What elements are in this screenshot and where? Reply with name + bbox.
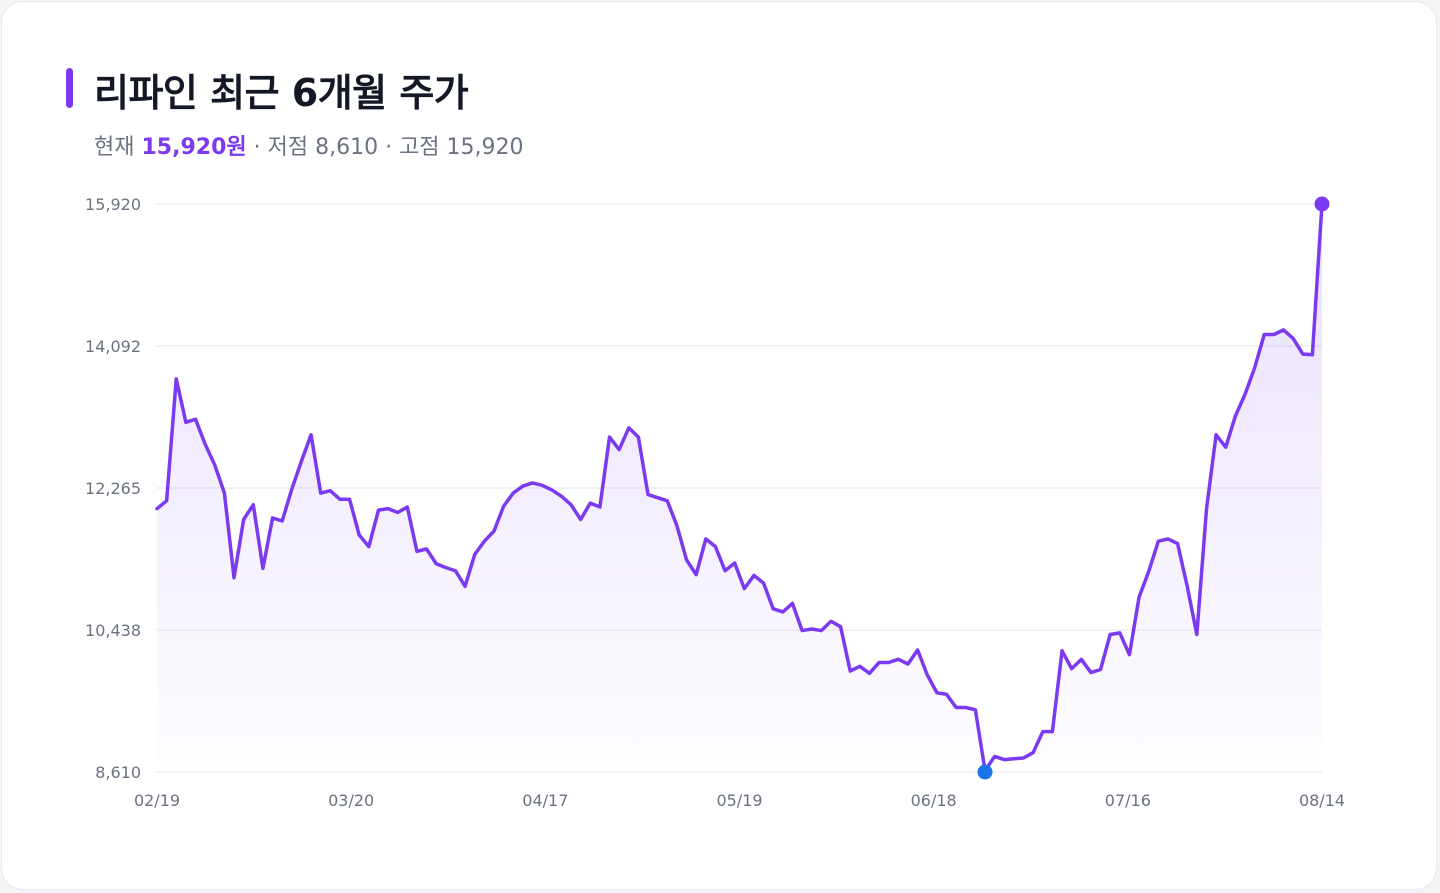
x-axis-labels: 02/19 03/20 04/17 05/19 06/18 07/16 08/14 [134, 791, 1345, 810]
x-tick-label: 08/14 [1299, 791, 1345, 810]
price-line [155, 202, 1324, 773]
y-axis-labels: 15,920 14,092 12,265 10,438 8,610 [85, 195, 141, 782]
x-tick-label: 07/16 [1105, 791, 1151, 810]
y-tick-label: 15,920 [85, 195, 141, 214]
low-point-marker [977, 764, 993, 780]
x-tick-label: 04/17 [522, 791, 568, 810]
high-point-marker [1314, 196, 1330, 212]
x-tick-label: 05/19 [716, 791, 762, 810]
chart-title: 리파인 최근 6개월 주가 [94, 71, 469, 115]
y-tick-label: 10,438 [85, 621, 141, 640]
price-area-fill [157, 204, 1322, 772]
x-tick-label: 03/20 [328, 791, 374, 810]
y-tick-label: 14,092 [85, 337, 141, 356]
current-price: 15,920원 [141, 135, 247, 160]
x-tick-label: 06/18 [911, 791, 957, 810]
y-tick-label: 8,610 [95, 763, 141, 782]
current-label: 현재 [94, 135, 135, 160]
price-summary: 현재 15,920원 · 저점 8,610 · 고점 15,920 [94, 129, 524, 161]
y-tick-label: 12,265 [85, 479, 141, 498]
x-tick-label: 02/19 [134, 791, 180, 810]
high-price: · 고점 15,920 [385, 135, 524, 160]
low-price: · 저점 8,610 [253, 135, 379, 160]
title-accent-bar [66, 68, 73, 108]
